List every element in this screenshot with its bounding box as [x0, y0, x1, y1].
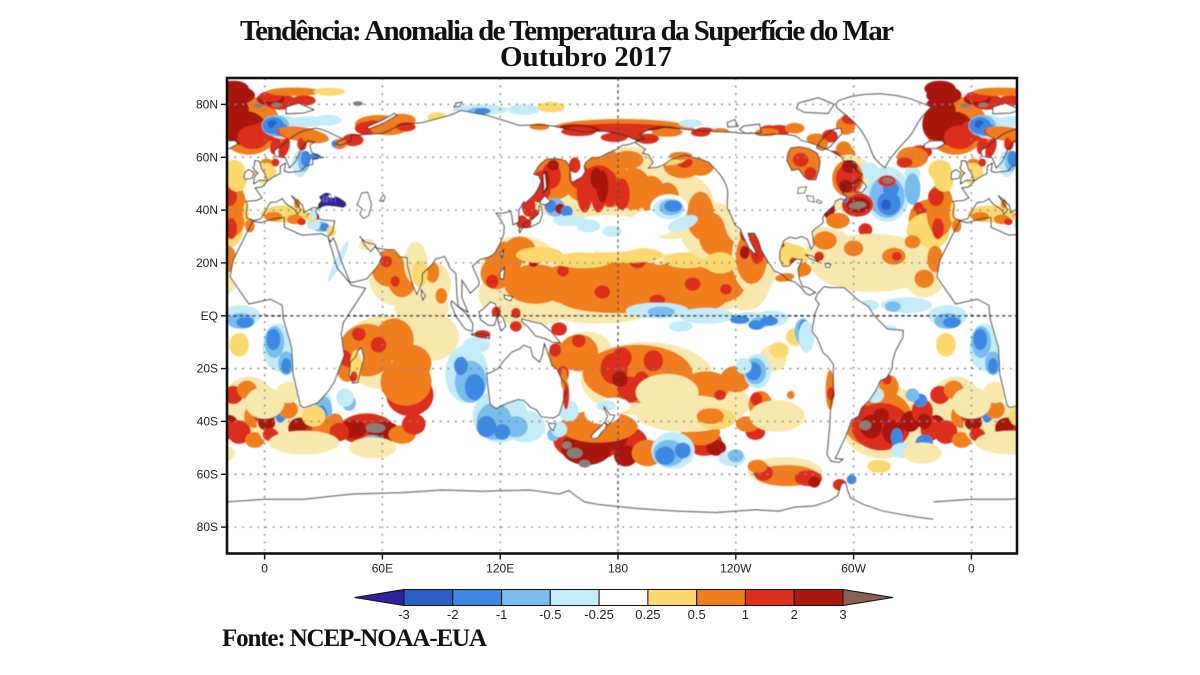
- svg-text:-1: -1: [496, 607, 508, 622]
- svg-text:EQ: EQ: [201, 309, 218, 323]
- svg-text:60E: 60E: [372, 562, 393, 576]
- svg-text:180: 180: [608, 562, 628, 576]
- svg-text:20S: 20S: [197, 362, 218, 376]
- svg-text:0.25: 0.25: [635, 607, 660, 622]
- svg-text:60N: 60N: [196, 150, 218, 164]
- svg-text:0.5: 0.5: [688, 607, 706, 622]
- svg-text:0: 0: [968, 562, 975, 576]
- svg-text:80N: 80N: [196, 97, 218, 111]
- svg-text:40N: 40N: [196, 203, 218, 217]
- svg-text:1: 1: [742, 607, 749, 622]
- svg-text:120W: 120W: [720, 562, 752, 576]
- svg-text:-3: -3: [398, 607, 410, 622]
- svg-text:-0.25: -0.25: [584, 607, 614, 622]
- svg-text:0: 0: [261, 562, 268, 576]
- svg-text:2: 2: [791, 607, 798, 622]
- svg-text:80S: 80S: [197, 520, 218, 534]
- svg-text:-2: -2: [447, 607, 459, 622]
- svg-text:Tendência: Anomalia de Tempera: Tendência: Anomalia de Temperatura da Su…: [240, 15, 894, 47]
- svg-text:Outubro 2017: Outubro 2017: [500, 41, 672, 73]
- svg-text:60W: 60W: [841, 562, 866, 576]
- svg-text:60S: 60S: [197, 467, 218, 481]
- svg-text:Fonte: NCEP-NOAA-EUA: Fonte: NCEP-NOAA-EUA: [222, 625, 487, 652]
- svg-text:3: 3: [839, 607, 846, 622]
- svg-text:120E: 120E: [486, 562, 514, 576]
- svg-text:20N: 20N: [196, 256, 218, 270]
- svg-text:40S: 40S: [197, 414, 218, 428]
- svg-text:-0.5: -0.5: [539, 607, 561, 622]
